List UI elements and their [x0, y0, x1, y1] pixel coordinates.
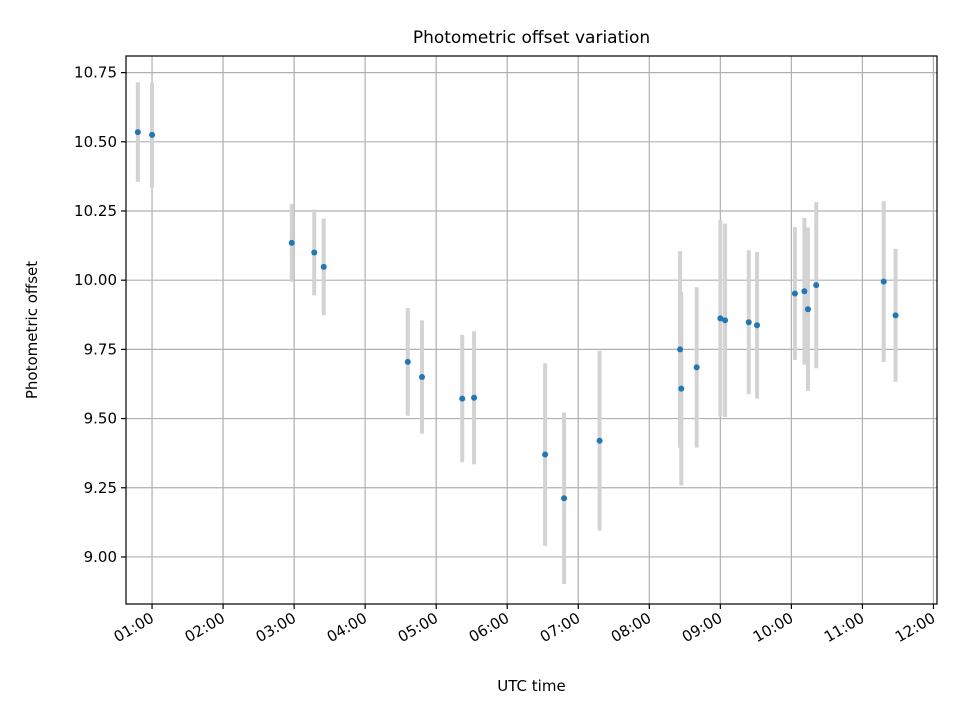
data-point	[745, 319, 752, 326]
grid	[126, 56, 937, 604]
data-point	[134, 129, 141, 136]
x-tick-label: 10:00	[750, 609, 796, 646]
data-point	[542, 451, 549, 458]
data-point	[791, 290, 798, 297]
x-tick-label: 04:00	[324, 609, 370, 646]
x-tick-label: 12:00	[892, 609, 938, 646]
x-tick-label: 11:00	[821, 609, 867, 646]
x-tick-label: 02:00	[182, 609, 228, 646]
data-point	[880, 278, 887, 285]
data-point	[804, 306, 811, 313]
x-axis-label: UTC time	[497, 677, 565, 695]
x-tick-label: 05:00	[395, 609, 441, 646]
x-tick-label: 09:00	[679, 609, 725, 646]
x-tick-label: 06:00	[466, 609, 512, 646]
data-point	[561, 495, 568, 502]
x-tick-label: 03:00	[253, 609, 299, 646]
data-point	[813, 282, 820, 289]
data-point	[311, 249, 318, 256]
data-point	[459, 395, 466, 402]
data-point	[693, 364, 700, 371]
data-point	[892, 312, 899, 319]
x-tick-label: 07:00	[537, 609, 583, 646]
y-tick-label: 9.50	[84, 410, 117, 428]
error-bars	[135, 82, 898, 585]
data-point	[717, 315, 724, 322]
data-point	[722, 317, 729, 324]
data-point	[677, 346, 684, 353]
y-tick-label: 9.00	[84, 548, 117, 566]
data-points	[134, 129, 899, 502]
y-tick-label: 10.50	[74, 133, 117, 151]
y-axis-label: Photometric offset	[23, 261, 41, 399]
chart-title: Photometric offset variation	[413, 28, 650, 48]
plot-frame	[125, 55, 938, 605]
x-tick-label: 01:00	[111, 609, 157, 646]
data-point	[149, 131, 156, 138]
y-tick-label: 10.25	[74, 202, 117, 220]
data-point	[288, 239, 295, 246]
y-tick-label: 9.25	[84, 479, 117, 497]
y-tick-label: 9.75	[84, 340, 117, 358]
data-point	[471, 394, 478, 401]
data-point	[320, 263, 327, 270]
data-point	[754, 322, 761, 329]
x-tick-label: 08:00	[608, 609, 654, 646]
y-tick-label: 10.75	[74, 64, 117, 82]
data-point	[801, 288, 808, 295]
data-point	[418, 374, 425, 381]
data-point	[596, 437, 603, 444]
y-tick-label: 10.00	[74, 271, 117, 289]
data-point	[404, 358, 411, 365]
data-point	[678, 385, 685, 392]
